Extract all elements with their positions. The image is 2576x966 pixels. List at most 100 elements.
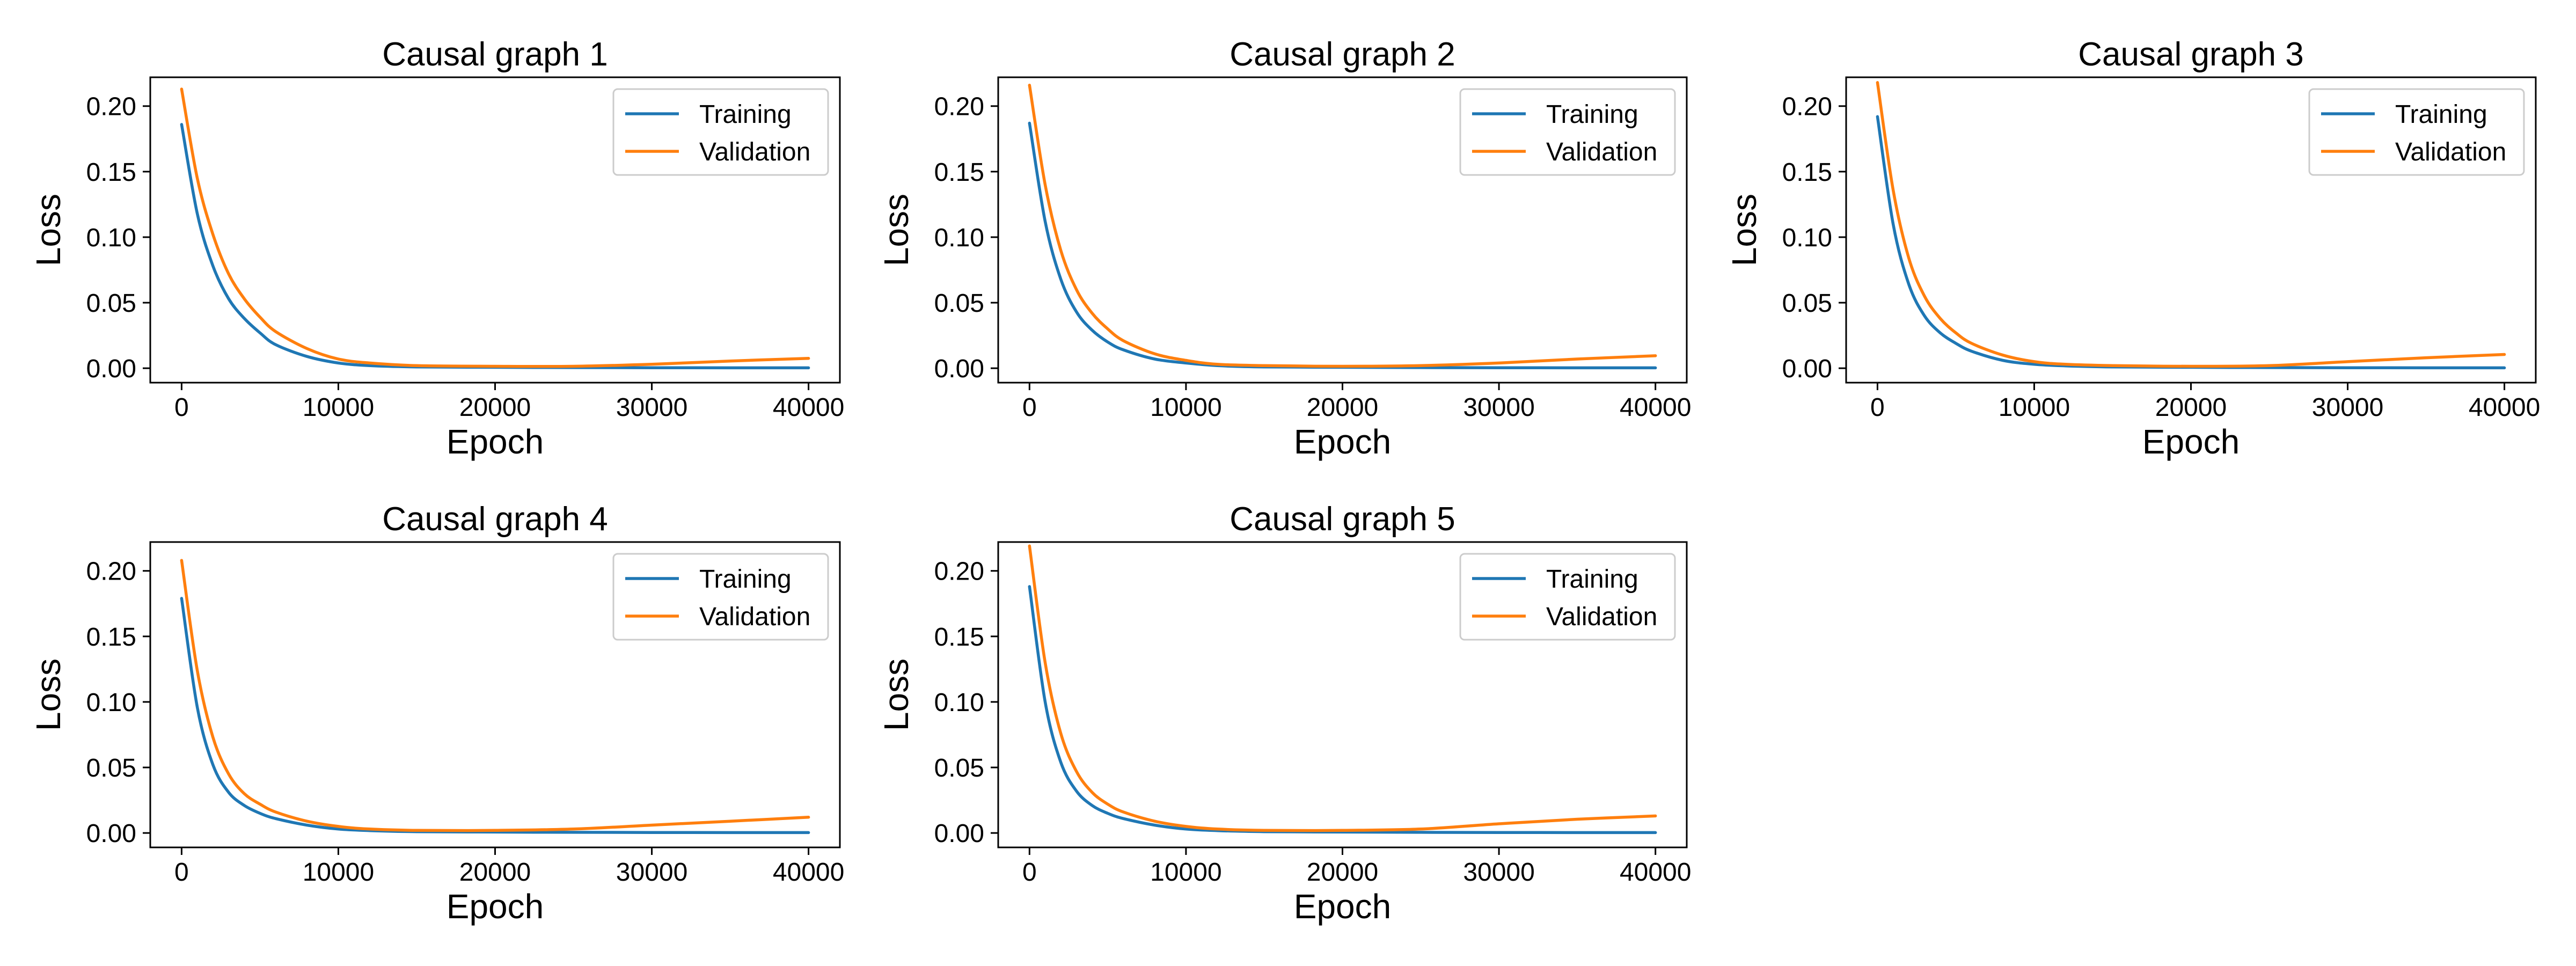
y-tick-label: 0.20 (934, 558, 984, 586)
y-tick-label: 0.05 (86, 754, 136, 782)
panel-title: Causal graph 1 (382, 36, 608, 73)
legend-box (612, 553, 829, 641)
x-tick-label: 30000 (616, 858, 687, 887)
series-line-training (180, 597, 810, 835)
x-tick-label: 20000 (459, 858, 531, 887)
y-tick-label: 0.15 (86, 158, 136, 187)
x-tick-label: 20000 (2155, 393, 2227, 422)
chart-panel-3: Causal graph 3 0 10000 20000 30000 40000 0.00 0… (1725, 36, 2540, 461)
x-axis-label: Epoch (1294, 887, 1391, 926)
x-tick-label: 40000 (2469, 393, 2540, 422)
y-tick-label: 0.20 (1782, 93, 1832, 121)
y-tick-label: 0.15 (934, 623, 984, 652)
legend: Training Validation (1459, 553, 1676, 641)
y-tick-label: 0.05 (86, 289, 136, 318)
y-axis-label: Loss (877, 194, 916, 266)
y-tick-label: 0.00 (934, 355, 984, 383)
x-tick-label: 0 (1870, 393, 1885, 422)
legend: Training Validation (1459, 88, 1676, 176)
series-group (1028, 544, 1657, 835)
y-tick-label: 0.20 (86, 558, 136, 586)
series-line-training (1028, 585, 1657, 835)
panel-title: Causal graph 4 (382, 501, 608, 538)
legend-label-validation: Validation (699, 603, 810, 631)
y-tick-label: 0.20 (934, 93, 984, 121)
chart-panel-1: Causal graph 1 0 10000 20000 30000 40000 0.00 0… (29, 36, 844, 461)
series-line-training (1028, 121, 1657, 370)
chart-panel-2: Causal graph 2 0 10000 20000 30000 40000 0.00 0… (877, 36, 1691, 461)
series-line-validation (180, 559, 810, 832)
x-tick-label: 0 (1022, 858, 1037, 887)
x-axis-label: Epoch (1294, 422, 1391, 461)
x-tick-label: 10000 (1150, 393, 1221, 422)
y-axis-label: Loss (29, 194, 68, 266)
y-tick-label: 0.10 (86, 224, 136, 252)
chart-panel-5: Causal graph 5 0 10000 20000 30000 40000 0.00 0… (877, 501, 1691, 926)
x-tick-label: 0 (1022, 393, 1037, 422)
series-group (1028, 83, 1657, 370)
y-tick-label: 0.15 (934, 158, 984, 187)
y-tick-label: 0.05 (934, 754, 984, 782)
y-axis-label: Loss (877, 658, 916, 731)
series-group (180, 559, 810, 835)
x-tick-label: 20000 (1307, 393, 1378, 422)
x-tick-label: 10000 (303, 858, 374, 887)
x-axis-label: Epoch (447, 422, 544, 461)
y-tick-label: 0.15 (1782, 158, 1832, 187)
legend-label-validation: Validation (2395, 138, 2506, 166)
y-tick-label: 0.10 (934, 224, 984, 252)
legend-label-training: Training (699, 565, 792, 594)
x-axis-label: Epoch (2142, 422, 2240, 461)
x-tick-label: 40000 (773, 858, 844, 887)
y-axis-label: Loss (1725, 194, 1763, 266)
series-group (1876, 81, 2506, 370)
series-line-validation (1876, 81, 2506, 368)
x-tick-label: 30000 (1463, 393, 1534, 422)
legend-label-training: Training (2395, 100, 2487, 129)
y-axis-label: Loss (29, 658, 68, 731)
series-line-validation (1028, 83, 1657, 368)
legend-label-validation: Validation (699, 138, 810, 166)
x-tick-label: 0 (174, 858, 189, 887)
series-line-validation (1028, 544, 1657, 832)
x-tick-label: 30000 (616, 393, 687, 422)
x-tick-label: 30000 (1463, 858, 1534, 887)
legend-label-validation: Validation (1546, 138, 1657, 166)
legend-box (2308, 88, 2525, 176)
y-tick-label: 0.10 (86, 689, 136, 717)
legend: Training Validation (612, 553, 829, 641)
legend-box (1459, 553, 1676, 641)
panel-title: Causal graph 2 (1230, 36, 1455, 73)
series-group (180, 87, 810, 370)
y-tick-label: 0.15 (86, 623, 136, 652)
y-tick-label: 0.00 (1782, 355, 1832, 383)
y-tick-label: 0.05 (934, 289, 984, 318)
y-tick-label: 0.00 (934, 819, 984, 848)
x-tick-label: 10000 (1150, 858, 1221, 887)
y-tick-label: 0.10 (934, 689, 984, 717)
x-tick-label: 10000 (1999, 393, 2070, 422)
series-line-training (180, 123, 810, 370)
x-tick-label: 40000 (1620, 858, 1691, 887)
legend-label-training: Training (1546, 565, 1638, 594)
legend: Training Validation (2308, 88, 2525, 176)
x-tick-label: 0 (174, 393, 189, 422)
x-tick-label: 20000 (1307, 858, 1378, 887)
y-tick-label: 0.00 (86, 819, 136, 848)
series-line-validation (180, 87, 810, 368)
panel-title: Causal graph 3 (2078, 36, 2304, 73)
legend-box (1459, 88, 1676, 176)
y-tick-label: 0.10 (1782, 224, 1832, 252)
legend-box (612, 88, 829, 176)
x-tick-label: 30000 (2312, 393, 2383, 422)
x-axis-label: Epoch (447, 887, 544, 926)
series-line-training (1876, 115, 2506, 370)
legend-label-training: Training (1546, 100, 1638, 129)
panel-title: Causal graph 5 (1230, 501, 1455, 538)
y-tick-label: 0.05 (1782, 289, 1832, 318)
x-tick-label: 40000 (773, 393, 844, 422)
y-tick-label: 0.20 (86, 93, 136, 121)
y-tick-label: 0.00 (86, 355, 136, 383)
x-tick-label: 10000 (303, 393, 374, 422)
x-tick-label: 40000 (1620, 393, 1691, 422)
